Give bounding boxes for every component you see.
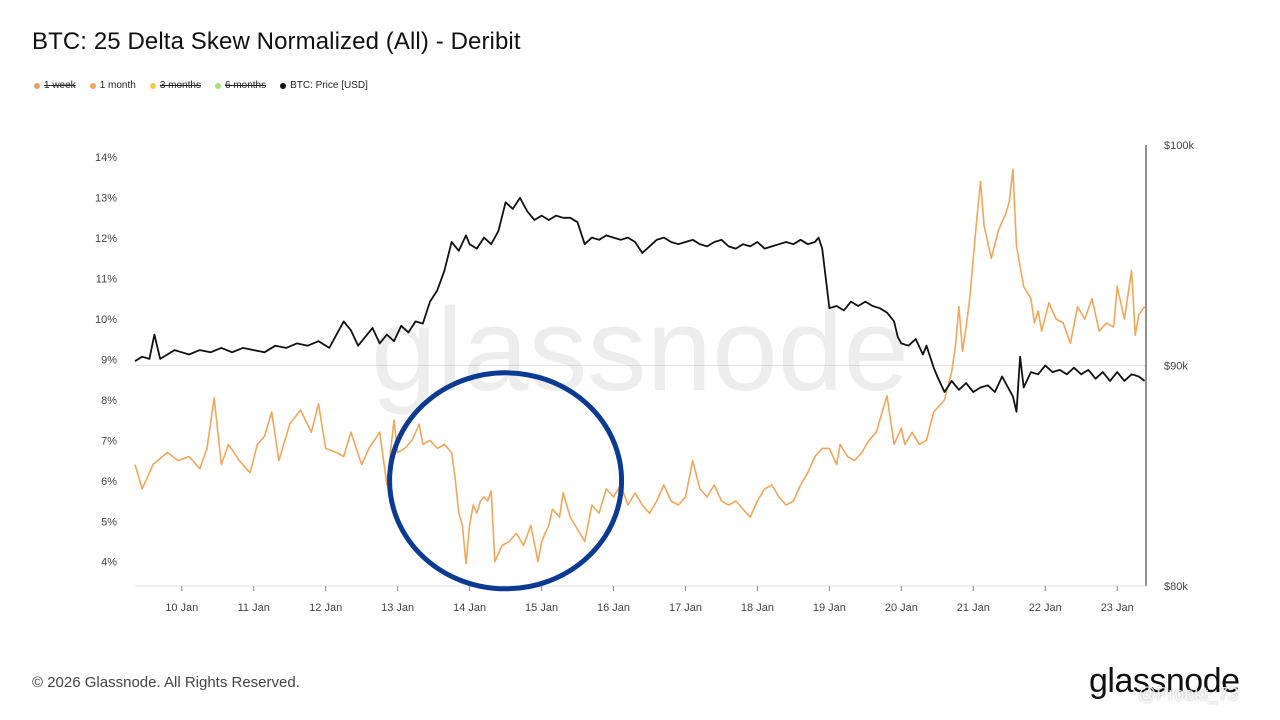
y-left-tick-label: 6% (101, 476, 117, 488)
x-tick-label: 12 Jan (309, 602, 342, 614)
y-right-tick-label: $80k (1164, 581, 1188, 593)
y-left-tick-label: 4% (101, 557, 117, 569)
y-left-tick-label: 14% (95, 152, 117, 164)
overlay-tag: @Proekt_73 (1138, 684, 1239, 704)
legend-label: BTC: Price [USD] (290, 80, 368, 91)
x-tick-label: 19 Jan (813, 602, 846, 614)
brand-logo: glassnode (1089, 662, 1240, 700)
x-tick-label: 15 Jan (525, 602, 558, 614)
legend-item-1-month[interactable]: 1 month (89, 80, 136, 91)
y-right-tick-label: $100k (1164, 140, 1194, 152)
x-tick-label: 10 Jan (165, 602, 198, 614)
legend-item-btc-price[interactable]: BTC: Price [USD] (280, 80, 368, 91)
legend-item-6-months[interactable]: 6 months (214, 80, 267, 91)
y-left-tick-label: 9% (101, 354, 117, 366)
y-left-tick-label: 7% (101, 435, 117, 447)
y-left-tick-label: 11% (96, 274, 117, 286)
legend-dot-icon (89, 82, 96, 89)
x-tick-label: 23 Jan (1101, 602, 1134, 614)
legend-dot-icon (280, 82, 287, 89)
x-tick-label: 18 Jan (741, 602, 774, 614)
legend-label: 3 months (159, 80, 201, 91)
x-tick-label: 22 Jan (1029, 602, 1062, 614)
x-tick-label: 14 Jan (453, 602, 486, 614)
x-tick-label: 13 Jan (381, 602, 414, 614)
y-left-tick-label: 13% (95, 193, 117, 205)
legend-label: 6 months (224, 80, 267, 91)
x-tick-label: 21 Jan (957, 602, 990, 614)
legend: 1 week 1 month 3 months 6 months BTC: Pr… (34, 80, 368, 91)
series-line-1-month (134, 168, 1146, 565)
y-left-tick-label: 10% (95, 314, 117, 326)
axes: 14% 13% 12% 11% 10% 9% 8% 7% 6% 5% 4% $100k $90k $80k… (95, 140, 1195, 614)
legend-dot-icon (149, 82, 156, 89)
x-tick-label: 11 Jan (238, 602, 270, 614)
legend-item-1-week[interactable]: 1 week (34, 80, 76, 91)
legend-item-3-months[interactable]: 3 months (149, 80, 201, 91)
legend-label: 1 week (44, 80, 76, 91)
x-tick-label: 17 Jan (669, 602, 702, 614)
x-tick-label: 16 Jan (597, 602, 630, 614)
series-group (134, 168, 1146, 565)
copyright-text: © 2026 Glassnode. All Rights Reserved. (32, 674, 300, 691)
watermark: glassnode (371, 284, 909, 416)
annotation-circle (387, 370, 625, 592)
y-left-tick-label: 12% (95, 233, 117, 245)
chart-title: BTC: 25 Delta Skew Normalized (All) - De… (32, 28, 521, 55)
x-tick-label: 20 Jan (885, 602, 918, 614)
legend-dot-icon (214, 82, 221, 89)
legend-dot-icon (34, 82, 40, 89)
y-right-tick-label: $90k (1164, 361, 1188, 373)
legend-label: 1 month (99, 80, 136, 91)
y-left-tick-label: 5% (101, 516, 117, 528)
y-left-tick-label: 8% (101, 395, 117, 407)
annotation-group (387, 370, 625, 592)
series-line-btc-price-usd- (134, 197, 1146, 413)
